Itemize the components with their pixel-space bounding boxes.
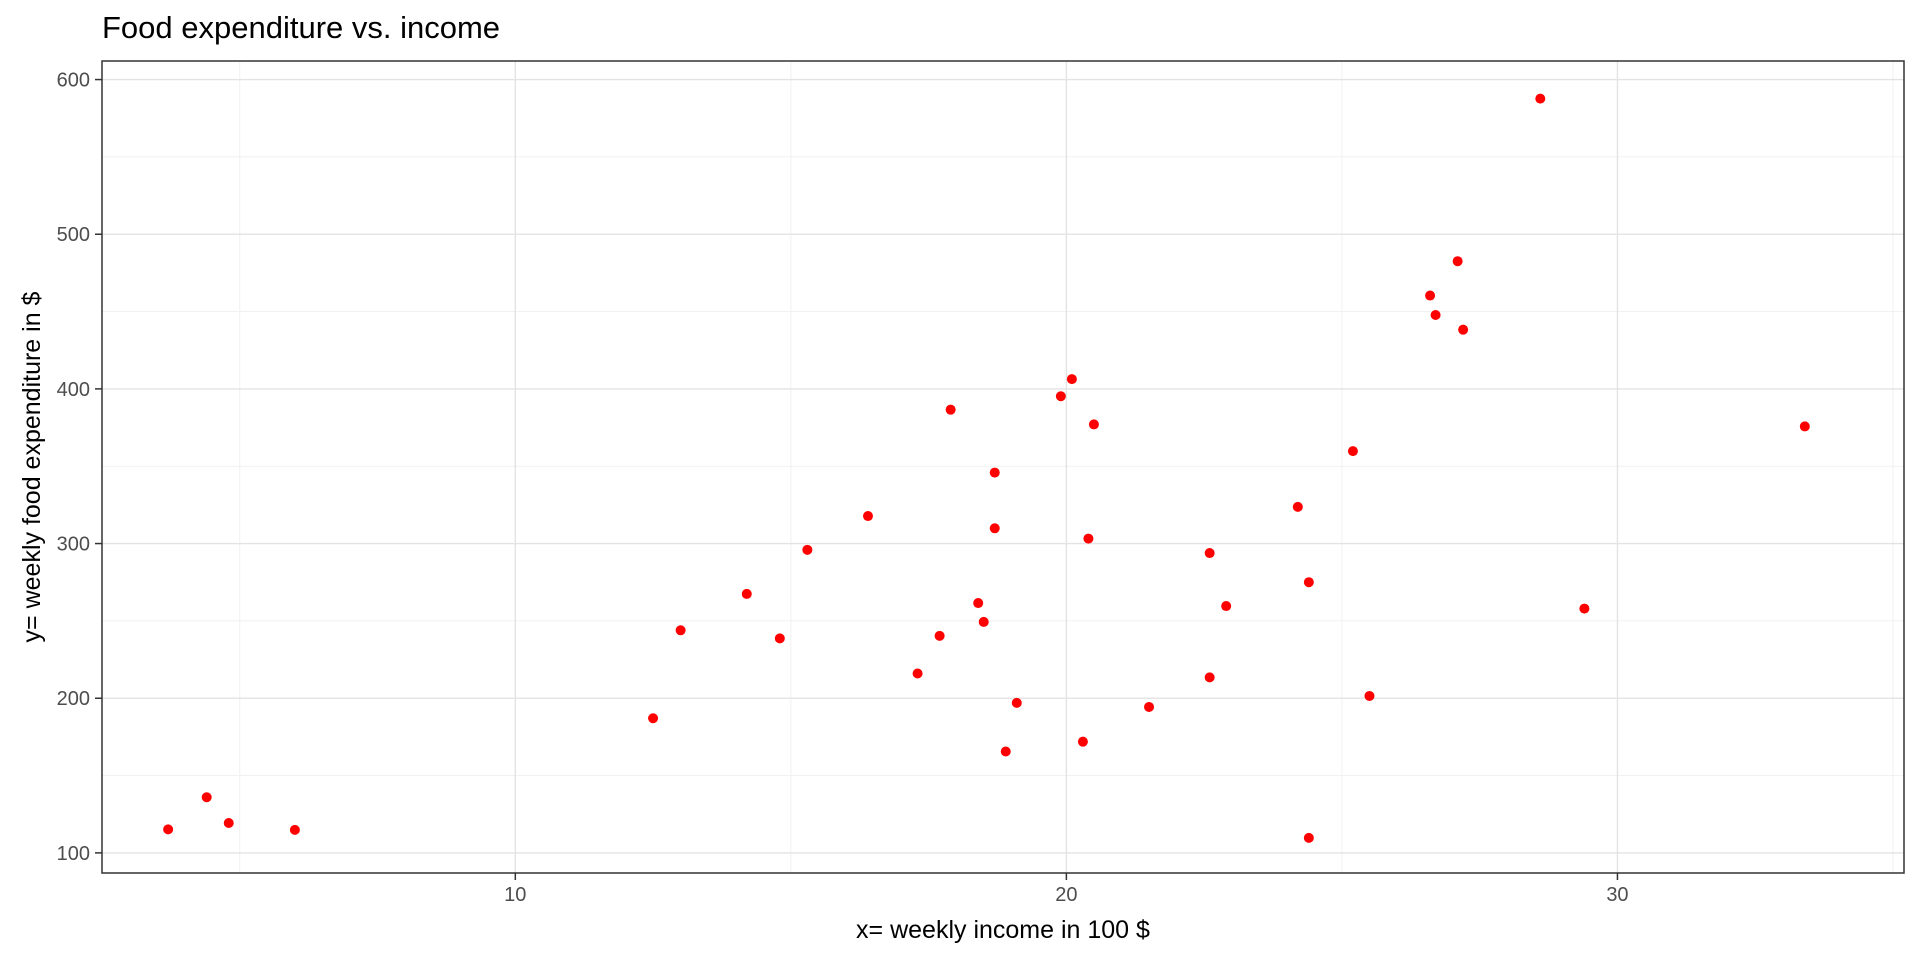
- data-point: [989, 523, 1000, 534]
- data-point: [1083, 533, 1094, 544]
- data-point: [1000, 746, 1011, 757]
- y-tick-label: 100: [57, 843, 90, 865]
- y-tick-label: 200: [57, 688, 90, 710]
- data-point: [1579, 603, 1590, 614]
- data-point: [648, 713, 659, 724]
- data-point: [862, 511, 873, 522]
- grid-lines: [102, 61, 1904, 873]
- data-point: [1799, 421, 1810, 432]
- data-point: [1303, 577, 1314, 588]
- data-point: [934, 630, 945, 641]
- data-point: [945, 404, 956, 415]
- data-point: [741, 588, 752, 599]
- data-point: [774, 633, 785, 644]
- data-point: [1452, 256, 1463, 267]
- x-tick-label: 20: [1055, 884, 1077, 906]
- data-point: [1347, 446, 1358, 457]
- y-tick-label: 300: [57, 534, 90, 556]
- y-tick-label: 500: [57, 224, 90, 246]
- y-tick-label: 400: [57, 379, 90, 401]
- data-point: [1066, 374, 1077, 385]
- data-point: [1458, 324, 1469, 335]
- x-tick-label: 30: [1606, 884, 1628, 906]
- data-point: [1364, 690, 1375, 701]
- data-point: [802, 544, 813, 555]
- data-point: [1204, 672, 1215, 683]
- data-point: [1144, 701, 1155, 712]
- data-point: [1221, 601, 1232, 612]
- plot-background: [102, 61, 1904, 873]
- data-point: [989, 467, 1000, 478]
- data-point: [289, 824, 300, 835]
- data-point: [1292, 501, 1303, 512]
- y-tick-label: 600: [57, 70, 90, 92]
- data-point: [1430, 310, 1441, 321]
- chart-title: Food expenditure vs. income: [102, 10, 501, 45]
- data-point: [1055, 391, 1066, 402]
- data-point: [163, 824, 174, 835]
- x-axis-title: x= weekly income in 100 $: [856, 916, 1150, 944]
- data-point: [978, 616, 989, 627]
- data-point: [1535, 93, 1546, 104]
- data-point: [675, 625, 686, 636]
- y-axis-title: y= weekly food expenditure in $: [18, 291, 46, 642]
- data-point: [1011, 697, 1022, 708]
- x-tick-label: 10: [504, 884, 526, 906]
- data-point: [201, 792, 212, 803]
- data-point: [1204, 548, 1215, 559]
- data-points: [163, 93, 1810, 843]
- plot-border: [101, 60, 1905, 874]
- data-point: [223, 817, 234, 828]
- axis-ticks: 10 20 30 100 200 300 400 500 600: [57, 70, 1629, 906]
- data-point: [1425, 290, 1436, 301]
- data-point: [1303, 832, 1314, 843]
- data-point: [1077, 736, 1088, 747]
- data-point: [912, 668, 923, 679]
- data-point: [1088, 419, 1099, 430]
- data-point: [973, 598, 984, 609]
